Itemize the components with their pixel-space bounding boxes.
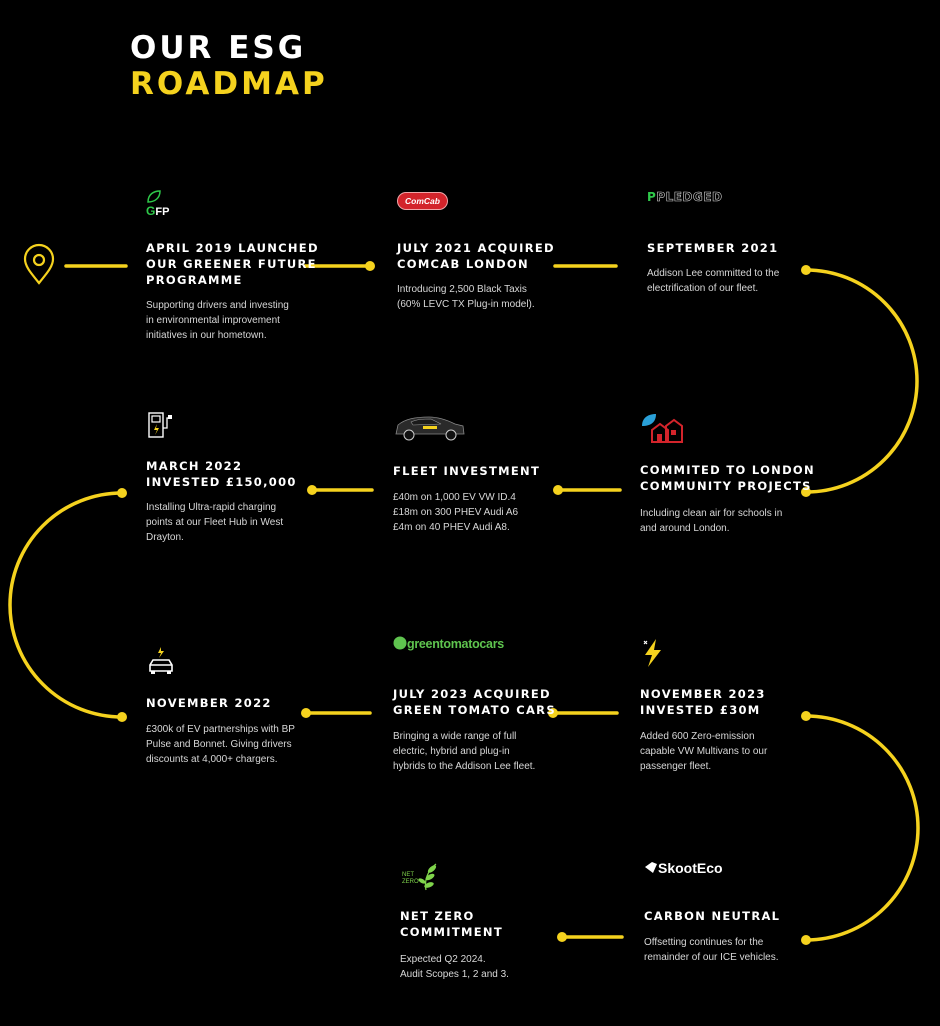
milestone-body: £40m on 1,000 EV VW ID.4 £18m on 300 PHE… — [393, 492, 519, 533]
community-houses-icon — [640, 412, 684, 449]
page-title: OUR ESG ROADMAP — [130, 30, 328, 102]
milestone-title: SEPTEMBER 2021 — [647, 241, 779, 255]
milestone-title: APRIL 2019 LAUNCHED OUR GREENER FUTURE P… — [146, 241, 319, 287]
skooteco-mark-icon — [645, 862, 657, 873]
lightning-bolt-icon — [640, 638, 666, 673]
milestone-body: Added 600 Zero-emission capable VW Multi… — [640, 731, 768, 772]
milestone-title: JULY 2023 ACQUIRED GREEN TOMATO CARS — [393, 687, 556, 717]
milestone-title: NOVEMBER 2022 — [146, 696, 272, 710]
connector-dot — [553, 485, 563, 495]
milestone-title: COMMITED TO LONDON COMMUNITY PROJECTS — [640, 463, 815, 493]
milestone-body: Expected Q2 2024. Audit Scopes 1, 2 and … — [400, 954, 509, 980]
comcab-logo: ComCab — [397, 192, 448, 210]
milestone-body: Bringing a wide range of full electric, … — [393, 731, 536, 772]
milestone-body: Installing Ultra-rapid charging points a… — [146, 502, 284, 543]
connector-dot — [801, 487, 811, 497]
connector-arc — [804, 714, 920, 942]
milestone-title: CARBON NEUTRAL — [644, 909, 781, 923]
location-pin-icon — [23, 243, 55, 285]
connector-dot — [307, 485, 317, 495]
pledged-logo: PPLEDGED — [647, 190, 723, 205]
suv-car-icon — [393, 412, 467, 447]
greentomatocars-logo: greentomatocars — [393, 636, 504, 651]
leaf-icon — [147, 190, 161, 203]
milestone-title: MARCH 2022 INVESTED £150,000 — [146, 459, 297, 489]
milestone-body: Addison Lee committed to the electrifica… — [647, 268, 780, 294]
connector-dot — [557, 932, 567, 942]
connector-dot — [301, 708, 311, 718]
connector-dot — [117, 488, 127, 498]
milestone-body: Including clean air for schools in and a… — [640, 508, 783, 534]
title-line-2: ROADMAP — [130, 66, 328, 102]
milestone-body: Introducing 2,500 Black Taxis (60% LEVC … — [397, 284, 535, 310]
milestone-body: £300k of EV partnerships with BP Pulse a… — [146, 724, 295, 765]
connector-arc — [8, 491, 124, 719]
connector-dot — [365, 261, 375, 271]
milestone-title: NOVEMBER 2023 INVESTED £30M — [640, 687, 766, 717]
title-line-1: OUR ESG — [130, 30, 307, 66]
milestone-body: Offsetting continues for the remainder o… — [644, 937, 779, 963]
gfp-logo: GFP — [146, 190, 169, 218]
net-zero-logo-text: NET ZERO — [402, 872, 419, 885]
connector-dot — [801, 711, 811, 721]
milestone-body: Supporting drivers and investing in envi… — [146, 300, 289, 341]
connector-dot — [548, 708, 558, 718]
connector-arc — [804, 268, 919, 494]
tomato-icon — [393, 636, 407, 650]
milestone-title: NET ZERO COMMITMENT — [400, 909, 503, 939]
skooteco-logo: SkootEco — [644, 860, 723, 876]
connector-dot — [117, 712, 127, 722]
ev-charger-icon — [146, 410, 176, 445]
milestone-title: JULY 2021 ACQUIRED COMCAB LONDON — [397, 241, 555, 271]
electric-car-icon — [146, 645, 176, 682]
connector-dot — [801, 265, 811, 275]
connector-dot — [801, 935, 811, 945]
milestone-title: FLEET INVESTMENT — [393, 464, 541, 478]
